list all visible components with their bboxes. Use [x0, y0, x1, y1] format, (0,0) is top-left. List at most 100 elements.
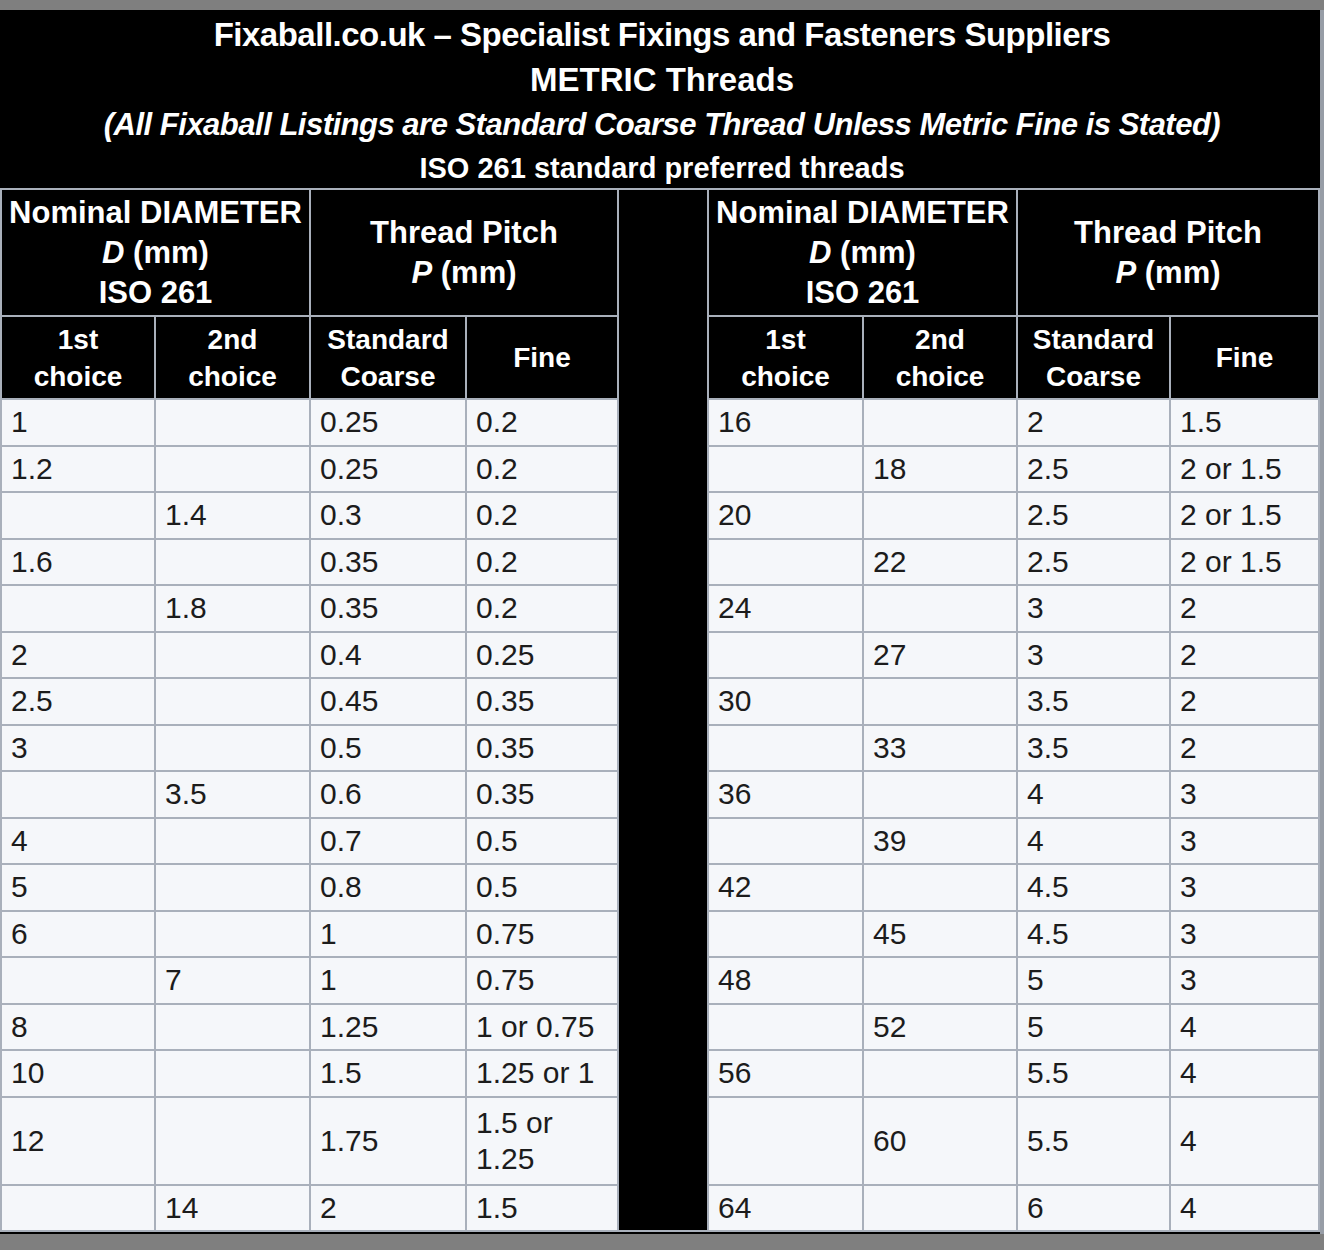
- column-header-standard-coarse-left: Standard Coarse: [311, 317, 465, 398]
- table-cell: [864, 679, 1016, 724]
- column-header-second-choice-right: 2nd choice: [864, 317, 1016, 398]
- table-cell: 3: [1171, 772, 1318, 817]
- table-cell: 4: [1171, 1098, 1318, 1184]
- table-cell: 6: [2, 912, 154, 957]
- table-cell: [156, 726, 309, 771]
- table-cell: [864, 1051, 1016, 1096]
- table-cell: 4: [1171, 1005, 1318, 1050]
- table-cell: 39: [864, 819, 1016, 864]
- right-frame: [1320, 10, 1324, 1250]
- table-cell: 20: [709, 493, 862, 538]
- table-cell: 2.5: [1018, 447, 1169, 492]
- title-iso-standard: ISO 261 standard preferred threads: [0, 148, 1324, 188]
- table-cell: [709, 1098, 862, 1184]
- table-cell: 1.6: [2, 540, 154, 585]
- table-cell: [156, 819, 309, 864]
- table-cell: 1: [311, 958, 465, 1003]
- table-cell: 5.5: [1018, 1051, 1169, 1096]
- table-cell: 30: [709, 679, 862, 724]
- table-cell: 1.25 or 1: [467, 1051, 617, 1096]
- table-divider: [619, 190, 707, 1230]
- table-cell: [156, 912, 309, 957]
- table-cell: 12: [2, 1098, 154, 1184]
- table-cell: 0.25: [467, 633, 617, 678]
- table-cell: 0.2: [467, 400, 617, 445]
- pitch-header-left: Thread Pitch P (mm): [311, 190, 617, 315]
- table-cell: [156, 1098, 309, 1184]
- table-cell: 2: [2, 633, 154, 678]
- table-cell: 3: [1171, 819, 1318, 864]
- table-cell: 2: [1018, 400, 1169, 445]
- table-cell: 22: [864, 540, 1016, 585]
- table-cell: 2: [1171, 679, 1318, 724]
- table-cell: 33: [864, 726, 1016, 771]
- table-cell: 4.5: [1018, 865, 1169, 910]
- table-cell: 4: [1018, 772, 1169, 817]
- table-cell: 48: [709, 958, 862, 1003]
- table-cell: 5: [2, 865, 154, 910]
- table-cell: 2.5: [1018, 540, 1169, 585]
- table-cell: 60: [864, 1098, 1016, 1184]
- title-note: (All Fixaball Listings are Standard Coar…: [0, 102, 1324, 148]
- pitch-header-line1: Thread Pitch: [370, 213, 558, 253]
- table-cell: 2.5: [1018, 493, 1169, 538]
- table-cell: [156, 1051, 309, 1096]
- table-cell: 4: [1171, 1051, 1318, 1096]
- table-cell: 56: [709, 1051, 862, 1096]
- diameter-header-line1: Nominal DIAMETER: [716, 193, 1009, 233]
- column-header-first-choice-right: 1st choice: [709, 317, 862, 398]
- table-cell: [2, 772, 154, 817]
- table-cell: 2.5: [2, 679, 154, 724]
- table-cell: 1: [311, 912, 465, 957]
- table-cell: 1: [2, 400, 154, 445]
- table-cell: 0.2: [467, 493, 617, 538]
- table-cell: 3: [1018, 586, 1169, 631]
- table-cell: 3: [1171, 958, 1318, 1003]
- table-cell: 8: [2, 1005, 154, 1050]
- table-cell: [156, 865, 309, 910]
- table-cell: 4: [2, 819, 154, 864]
- table-cell: [156, 633, 309, 678]
- pitch-header-line1: Thread Pitch: [1074, 213, 1262, 253]
- table-cell: 5.5: [1018, 1098, 1169, 1184]
- table-cell: 0.25: [311, 447, 465, 492]
- table-cell: [709, 540, 862, 585]
- table-cell: [2, 586, 154, 631]
- table-cell: 0.25: [311, 400, 465, 445]
- table-cell: 3.5: [1018, 679, 1169, 724]
- column-header-standard-coarse-right: Standard Coarse: [1018, 317, 1169, 398]
- page-title: Fixaball.co.uk – Specialist Fixings and …: [0, 12, 1324, 58]
- diameter-header-line3: ISO 261: [99, 273, 213, 313]
- table-cell: 3: [1171, 912, 1318, 957]
- table-cell: [864, 772, 1016, 817]
- table-cell: 3: [1018, 633, 1169, 678]
- table-cell: 1.2: [2, 447, 154, 492]
- top-frame: [0, 0, 1324, 10]
- table-cell: [864, 958, 1016, 1003]
- table-cell: 42: [709, 865, 862, 910]
- table-cell: 7: [156, 958, 309, 1003]
- table-cell: 1.25: [311, 1005, 465, 1050]
- diameter-header-line2: D (mm): [809, 233, 916, 273]
- table-cell: 24: [709, 586, 862, 631]
- table-cell: 4: [1018, 819, 1169, 864]
- table-cell: 4: [1171, 1186, 1318, 1231]
- table-cell: 18: [864, 447, 1016, 492]
- table-cell: 2 or 1.5: [1171, 493, 1318, 538]
- table-cell: 1.5: [467, 1186, 617, 1231]
- table-cell: 27: [864, 633, 1016, 678]
- table-cell: [156, 540, 309, 585]
- table-cell: 1.4: [156, 493, 309, 538]
- table-cell: 2 or 1.5: [1171, 540, 1318, 585]
- table-cell: 1.5: [1171, 400, 1318, 445]
- table-cell: 3.5: [156, 772, 309, 817]
- table-cell: [709, 633, 862, 678]
- table-cell: [2, 958, 154, 1003]
- table-cell: 14: [156, 1186, 309, 1231]
- table-cell: 6: [1018, 1186, 1169, 1231]
- table-cell: 2: [1171, 726, 1318, 771]
- table-cell: [864, 586, 1016, 631]
- table-cell: 0.35: [467, 772, 617, 817]
- diameter-header-left: Nominal DIAMETER D (mm) ISO 261: [2, 190, 309, 315]
- table-cell: 0.75: [467, 912, 617, 957]
